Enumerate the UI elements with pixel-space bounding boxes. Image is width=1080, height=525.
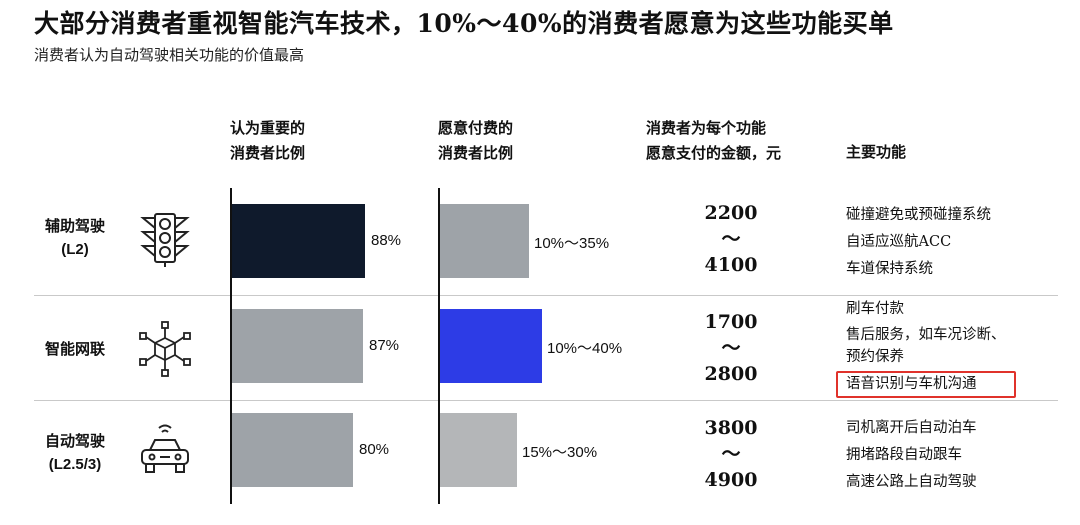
willing-bar-label: 10%～40% [547,340,623,357]
feature-item: 拥堵路段自动跟车 [846,447,962,463]
amount-low: 1700 [704,311,758,333]
feature-item: 司机离开后自动泊车 [846,420,977,436]
row-label-autonomous-driving: 自动驾驶 (L2.5/3) [34,429,116,477]
important-bar-label: 88% [371,232,402,249]
willing-axis [438,188,440,504]
row-label-connected: 智能网联 [34,337,116,361]
header-important-line2: 消费者比例 [230,144,306,162]
feature-item: 预约保养 [846,349,904,365]
willing-bar [440,413,517,487]
header-amount: 消费者为每个功能 愿意支付的金额，元 [646,116,781,166]
amount-separator: ～ [721,443,741,465]
row-sublabel-text: (L2.5/3) [48,456,102,473]
row-label-text: 自动驾驶 [44,432,105,450]
important-axis [230,188,232,504]
row-separator [34,400,1058,401]
feature-item: 售后服务，如车况诊断、 [846,327,1006,343]
willing-bar [440,309,542,383]
features-assisted: 碰撞避免或预碰撞系统 自适应巡航ACC 车道保持系统 [846,202,991,283]
amount-high: 4900 [704,469,758,491]
header-willing: 愿意付费的 消费者比例 [438,116,513,166]
network-cube-icon [139,321,191,377]
row-label-assisted-driving: 辅助驾驶 (L2) [34,214,116,262]
important-bar [232,309,363,383]
amount-high: 2800 [704,363,758,385]
amount-low: 2200 [704,202,758,224]
willing-bar-label: 10%～35% [534,235,610,252]
willing-bar-label: 15%～30% [522,444,598,461]
header-amount-line1: 消费者为每个功能 [646,119,767,137]
header-willing-line1: 愿意付费的 [438,119,514,137]
amount-range-autonomous: 3800 ～ 4900 [676,415,786,493]
chart-subtitle: 消费者认为自动驾驶相关功能的价值最高 [34,46,305,64]
header-willing-line2: 消费者比例 [438,144,514,162]
self-driving-car-icon [141,424,189,473]
row-sublabel-text: (L2) [61,241,89,258]
highlight-box [836,371,1016,398]
feature-item: 车道保持系统 [846,261,933,277]
feature-item: 高速公路上自动驾驶 [846,474,977,490]
features-connected: 刷车付款 售后服务，如车况诊断、 预约保养 语音识别与车机沟通 [846,298,1006,395]
amount-separator: ～ [721,228,741,250]
traffic-light-icon [140,213,190,267]
important-bar [232,413,353,487]
header-amount-line2: 愿意支付的金额，元 [646,144,782,162]
amount-high: 4100 [704,254,758,276]
important-bar [232,204,365,278]
feature-item: 碰撞避免或预碰撞系统 [846,207,991,223]
features-autonomous: 司机离开后自动泊车 拥堵路段自动跟车 高速公路上自动驾驶 [846,415,977,496]
important-bar-label: 87% [369,337,400,354]
header-features: 主要功能 [846,143,907,161]
row-label-text: 辅助驾驶 [44,217,105,235]
header-important: 认为重要的 消费者比例 [230,116,305,166]
chart-title: 大部分消费者重视智能汽车技术，10%～40%的消费者愿意为这些功能买单 [34,9,894,38]
feature-item: 自适应巡航ACC [846,234,952,250]
feature-item: 刷车付款 [846,301,904,317]
amount-separator: ～ [721,337,741,359]
amount-range-connected: 1700 ～ 2800 [676,309,786,387]
amount-low: 3800 [704,417,758,439]
amount-range-assisted: 2200 ～ 4100 [676,200,786,278]
row-separator [34,295,1058,296]
row-label-text: 智能网联 [44,340,105,358]
header-important-line1: 认为重要的 [230,119,306,137]
willing-bar [440,204,529,278]
feature-item-highlighted: 语音识别与车机沟通 [846,376,977,392]
important-bar-label: 80% [359,441,390,458]
